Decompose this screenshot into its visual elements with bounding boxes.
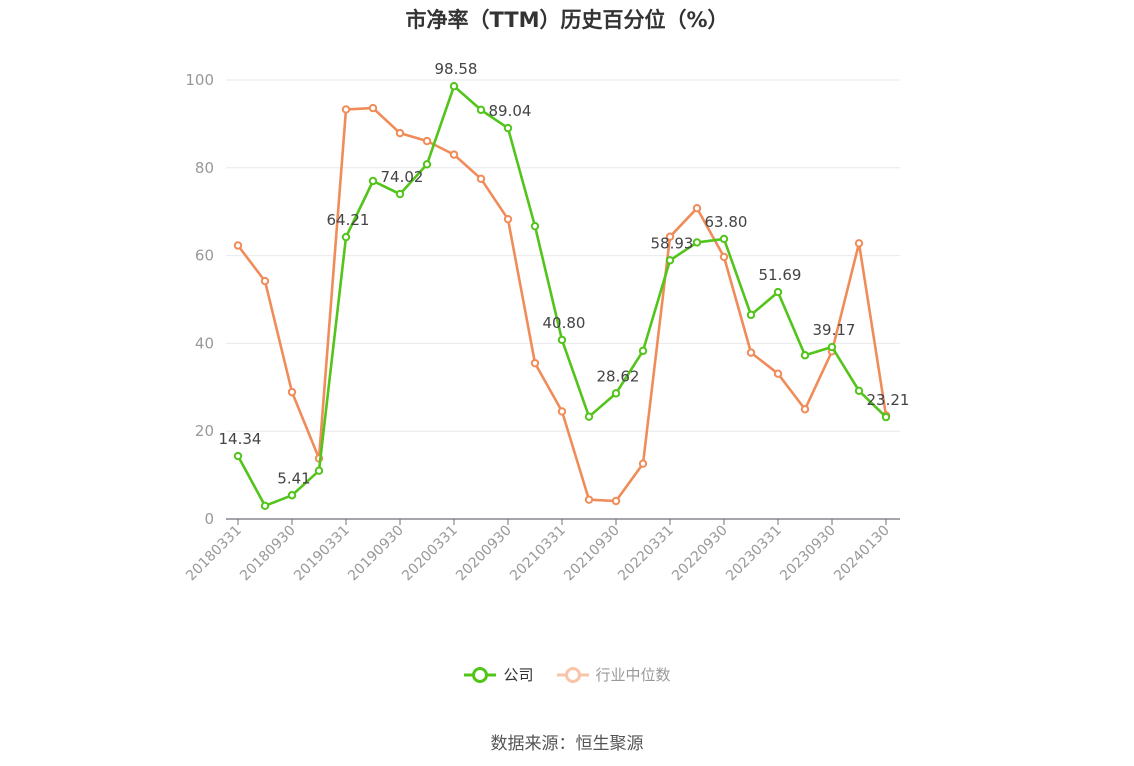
point-series-0-20190331: [341, 232, 351, 242]
point-series-1-20210331: [557, 407, 567, 416]
x-tick-label-20180331: 20180331: [183, 523, 245, 585]
data-label-20180331: 14.34: [219, 430, 262, 448]
x-tick-label-20240130: 20240130: [831, 523, 893, 585]
point-series-0-20190630: [368, 176, 378, 186]
point-series-0-20221231: [746, 310, 756, 320]
point-series-1-20190331: [341, 105, 351, 114]
legend-label-industry-median: 行业中位数: [595, 666, 671, 684]
point-series-0-20181231: [314, 466, 324, 475]
point-series-1-20180630: [260, 276, 270, 286]
point-series-1-20231231: [854, 239, 864, 248]
data-label-20210331: 40.80: [543, 314, 586, 332]
point-series-0-20191231: [422, 160, 432, 169]
x-tick-label-20230930: 20230930: [777, 523, 839, 585]
point-series-0-20220331: [665, 256, 675, 265]
y-tick-label-60: 60: [195, 247, 214, 265]
data-label-20180930: 5.41: [277, 469, 310, 487]
y-tick-label-80: 80: [195, 159, 214, 177]
data-label-20200331: 98.58: [435, 60, 478, 78]
point-series-1-20210930: [611, 496, 621, 506]
point-series-1-20191231: [422, 136, 432, 146]
data-label-20220331: 58.93: [651, 234, 694, 252]
point-series-0-20210331: [557, 335, 567, 345]
point-series-0-20200331: [449, 82, 459, 91]
point-series-0-20230930: [827, 342, 837, 352]
legend-item-industry-median[interactable]: 行业中位数: [556, 664, 671, 685]
point-series-1-20230630: [800, 405, 810, 414]
point-series-0-20240130: [881, 412, 891, 422]
point-series-1-20220930: [719, 252, 729, 262]
point-series-1-20200331: [449, 150, 459, 159]
legend: 公司 行业中位数: [0, 664, 1134, 685]
point-series-1-20230331: [773, 369, 783, 378]
x-tick-label-20190331: 20190331: [291, 523, 353, 585]
x-tick-label-20210930: 20210930: [561, 523, 623, 585]
point-series-0-20180331: [233, 451, 243, 461]
data-label-20230331: 51.69: [759, 266, 802, 284]
grid-layer: [226, 79, 900, 432]
point-series-0-20180630: [260, 501, 270, 511]
y-tick-label-20: 20: [195, 422, 214, 440]
point-series-1-20201231: [530, 358, 540, 368]
point-series-1-20220331: [665, 232, 675, 241]
point-series-1-20190630: [368, 103, 378, 113]
point-series-1-20220630: [692, 203, 702, 213]
point-series-0-20201231: [530, 221, 540, 231]
point-series-0-20190930: [395, 189, 405, 199]
point-series-1-20190930: [395, 128, 405, 138]
y-tick-label-100: 100: [185, 71, 214, 89]
x-tick-label-20200930: 20200930: [453, 523, 515, 585]
legend-label-company: 公司: [503, 666, 534, 684]
legend-item-company[interactable]: 公司: [463, 664, 534, 685]
point-series-0-20180930: [287, 491, 297, 500]
x-tick-label-20220331: 20220331: [615, 523, 677, 585]
data-label-20210930: 28.62: [597, 367, 640, 385]
series-line-0: [236, 84, 887, 508]
data-label-20230930: 39.17: [813, 321, 856, 339]
x-tick-label-20230331: 20230331: [723, 523, 785, 585]
legend-swatch-industry-median-icon: [556, 666, 589, 683]
x-tick-label-20200331: 20200331: [399, 523, 461, 585]
point-series-1-20221231: [746, 348, 756, 357]
point-series-0-20200630: [476, 105, 486, 115]
point-series-1-20200930: [503, 214, 513, 224]
point-series-0-20231231: [854, 386, 864, 396]
x-tick-label-20180930: 20180930: [237, 523, 299, 585]
data-label-20190930: 74.02: [381, 168, 424, 186]
point-series-1-20180930: [287, 387, 297, 397]
point-series-0-20210930: [611, 389, 621, 398]
data-label-20190331: 64.21: [327, 211, 370, 229]
data-label-20240130: 23.21: [867, 391, 910, 409]
point-series-1-20180331: [233, 241, 243, 250]
data-label-20220930: 63.80: [705, 213, 748, 231]
y-tick-label-40: 40: [195, 334, 214, 352]
point-series-1-20211231: [638, 459, 648, 468]
point-series-0-20200930: [503, 123, 513, 133]
chart-title: 市净率（TTM）历史百分位（%）: [405, 8, 729, 32]
data-label-20200930: 89.04: [489, 102, 532, 120]
point-series-0-20210630: [584, 412, 594, 421]
series-line-1: [236, 106, 888, 503]
point-series-0-20230630: [800, 351, 810, 360]
point-series-0-20220630: [692, 238, 702, 247]
series-layer: [233, 82, 891, 511]
point-series-0-20230331: [773, 287, 783, 297]
data-label-layer: 14.34 5.41 64.21 74.02 98.58 89.04 40.80 28.62 5…: [219, 60, 910, 487]
x-tick-label-20190930: 20190930: [345, 523, 407, 585]
y-tick-label-0: 0: [204, 510, 214, 528]
data-source: 数据来源：恒生聚源: [490, 734, 644, 754]
point-series-1-20210630: [584, 495, 594, 504]
x-tick-label-20220930: 20220930: [669, 523, 731, 585]
point-series-0-20211231: [638, 346, 648, 356]
point-series-1-20200630: [476, 174, 486, 183]
point-series-0-20220930: [719, 234, 729, 244]
x-tick-label-20210331: 20210331: [507, 523, 569, 585]
legend-swatch-company-icon: [464, 666, 497, 683]
